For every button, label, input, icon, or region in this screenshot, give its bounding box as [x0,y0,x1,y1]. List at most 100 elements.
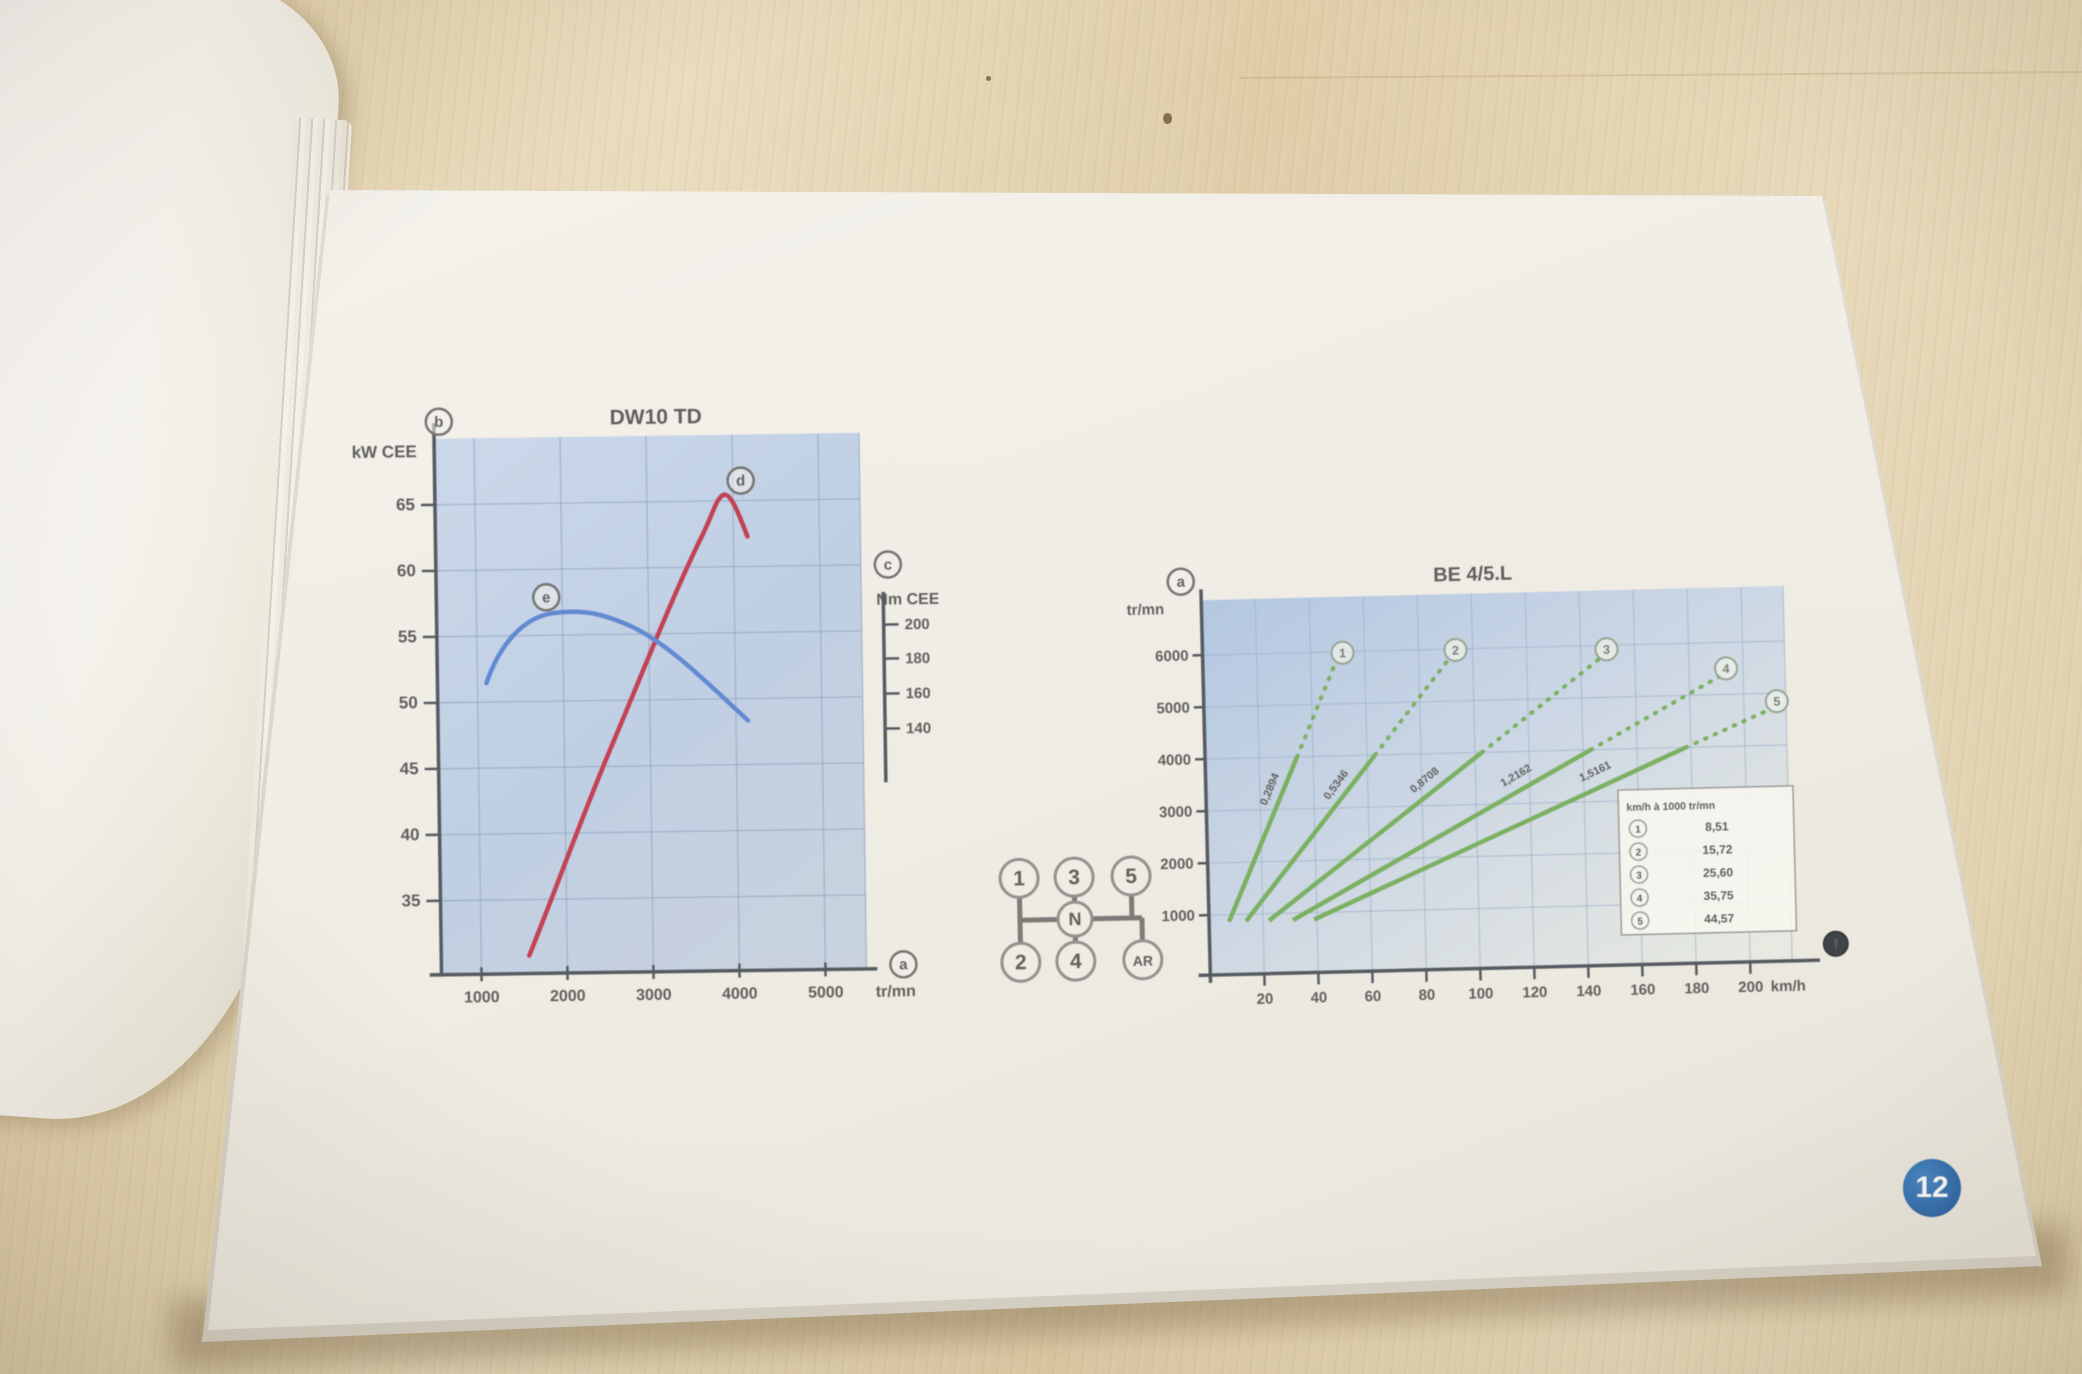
y-tick-label: 1000 [1161,907,1195,925]
torque-tick-label: 140 [906,720,931,737]
legend-gear-value: 15,72 [1702,842,1733,857]
gear-3-line [1267,750,1484,923]
gear-speed-lines [1226,656,1773,923]
legend-gear-value: 25,60 [1703,865,1734,880]
gear-circle-4: 4 [1722,662,1729,676]
x-tick-label: 40 [1310,989,1327,1006]
neutral-label: N [1068,909,1081,929]
y-tick-label: 2000 [1160,855,1194,873]
legend-gear-value: 8,51 [1705,819,1729,834]
y-tick-marks [420,503,441,903]
gearbox-speed-chart: 0,2894 0,5346 0,8708 1,2162 1,5161 1 2 3… [1126,563,1849,1008]
x-tick-label: 60 [1364,988,1381,1005]
desk-wood-seam [1240,71,2082,79]
x-tick-label: 1000 [464,989,500,1006]
y-tick-label: 65 [396,495,415,514]
x-tick-label: 20 [1256,991,1273,1008]
y-tick-label: 50 [399,693,418,712]
gear-4-line [1291,747,1593,922]
torque-axis: c Nm CEE 200 180 160 140 [873,550,940,783]
torque-tick-marks [883,623,901,730]
gear-4-dashed [1588,674,1722,752]
gear-3-label: 3 [1068,866,1080,889]
gear-number-circles: 1 2 3 4 5 [1330,637,1789,714]
marker-c-label: c [884,556,893,573]
wood-speck [986,76,991,81]
vertical-gridlines [1254,585,1793,974]
x-axis-line [1198,958,1820,978]
right-y-axis-label: tr/mn [1126,601,1164,619]
right-chart-title: BE 4/5.L [1433,563,1512,587]
marker-a-label: a [1176,574,1185,591]
page-number-badge: 12 [1903,1159,1961,1217]
marker-e-label: e [542,589,551,606]
x-tick-label: 5000 [808,984,844,1001]
gear-2-label: 2 [1015,951,1027,974]
vertical-gridlines [473,432,868,975]
gear-5-line [1313,745,1687,922]
y-axis-line [432,423,444,977]
x-tick-marks [480,962,827,982]
gear-1-circle: 1 [998,857,1040,899]
legend-gear-num: 3 [1636,871,1642,882]
gear-4-circle: 4 [1055,940,1097,982]
circled-b-marker: b [424,407,454,437]
gear-1-line [1226,756,1300,923]
y-tick-label: 5000 [1156,700,1190,718]
torque-tick-label: 200 [905,616,930,633]
x-tick-label: 80 [1418,987,1435,1004]
page-number: 12 [1915,1171,1949,1204]
circled-a-marker-right-axis: a [1166,567,1195,596]
y-tick-label: 40 [400,825,419,844]
gear-5-dashed [1683,707,1773,750]
right-x-axis-label: km/h [1771,978,1806,996]
y-tick-label: 60 [397,561,416,580]
neutral-circle: N [1056,900,1094,938]
x-tick-label: 2000 [550,988,586,1005]
gear-5-label: 5 [1125,865,1137,888]
speed-legend: km/h à 1000 tr/mn 1 8,51 2 15,72 3 25,60… [1617,785,1798,936]
x-tick-label: 3000 [636,987,672,1004]
x-tick-label: 200 [1738,979,1763,997]
reverse-circle: AR [1122,939,1164,981]
legend-box [1617,785,1798,936]
legend-gear-value: 35,75 [1703,888,1734,903]
gear-3-dashed [1480,656,1602,755]
marker-f-label: f [1833,936,1838,952]
gear-4-label: 4 [1070,950,1082,973]
circled-f-marker: f [1822,930,1849,957]
legend-gear-num: 1 [1635,825,1641,836]
gear-1-dashed [1295,659,1338,759]
circled-e-marker: e [531,583,561,612]
circled-d-marker: d [726,466,755,495]
legend-title: km/h à 1000 tr/mn [1626,800,1715,814]
gear-3-circle: 3 [1053,856,1095,898]
circled-a-marker-left-axis: a [889,950,918,979]
gear-circle-3: 3 [1603,643,1610,657]
marker-a-label: a [899,956,908,973]
torque-tick-label: 180 [905,650,930,667]
legend-gear-num: 2 [1636,848,1642,859]
legend-gear-num: 4 [1637,893,1643,904]
x-tick-label: 140 [1576,983,1601,1001]
marker-d-label: d [736,473,745,490]
wood-speck [1163,113,1172,124]
left-y-axis-label: kW CEE [351,442,416,462]
y-tick-label: 6000 [1155,648,1189,666]
gear-2-circle: 2 [1000,941,1042,983]
engine-curves-chart: b d e a DW10 TD kW CEE 65 60 55 50 45 40 [351,405,940,1006]
y-tick-label: 45 [400,759,419,778]
gear-2-line [1244,753,1377,923]
reverse-label: AR [1133,953,1154,969]
x-tick-label: 160 [1630,981,1655,999]
gear-circle-2: 2 [1452,643,1459,657]
x-tick-label: 180 [1684,980,1709,998]
y-tick-label: 4000 [1158,751,1192,769]
gear-2-dashed [1373,657,1451,757]
marker-b-label: b [434,414,443,431]
gear-1-label: 1 [1013,867,1025,890]
legend-gear-num: 5 [1637,916,1643,927]
torque-axis-label: Nm CEE [876,591,940,609]
